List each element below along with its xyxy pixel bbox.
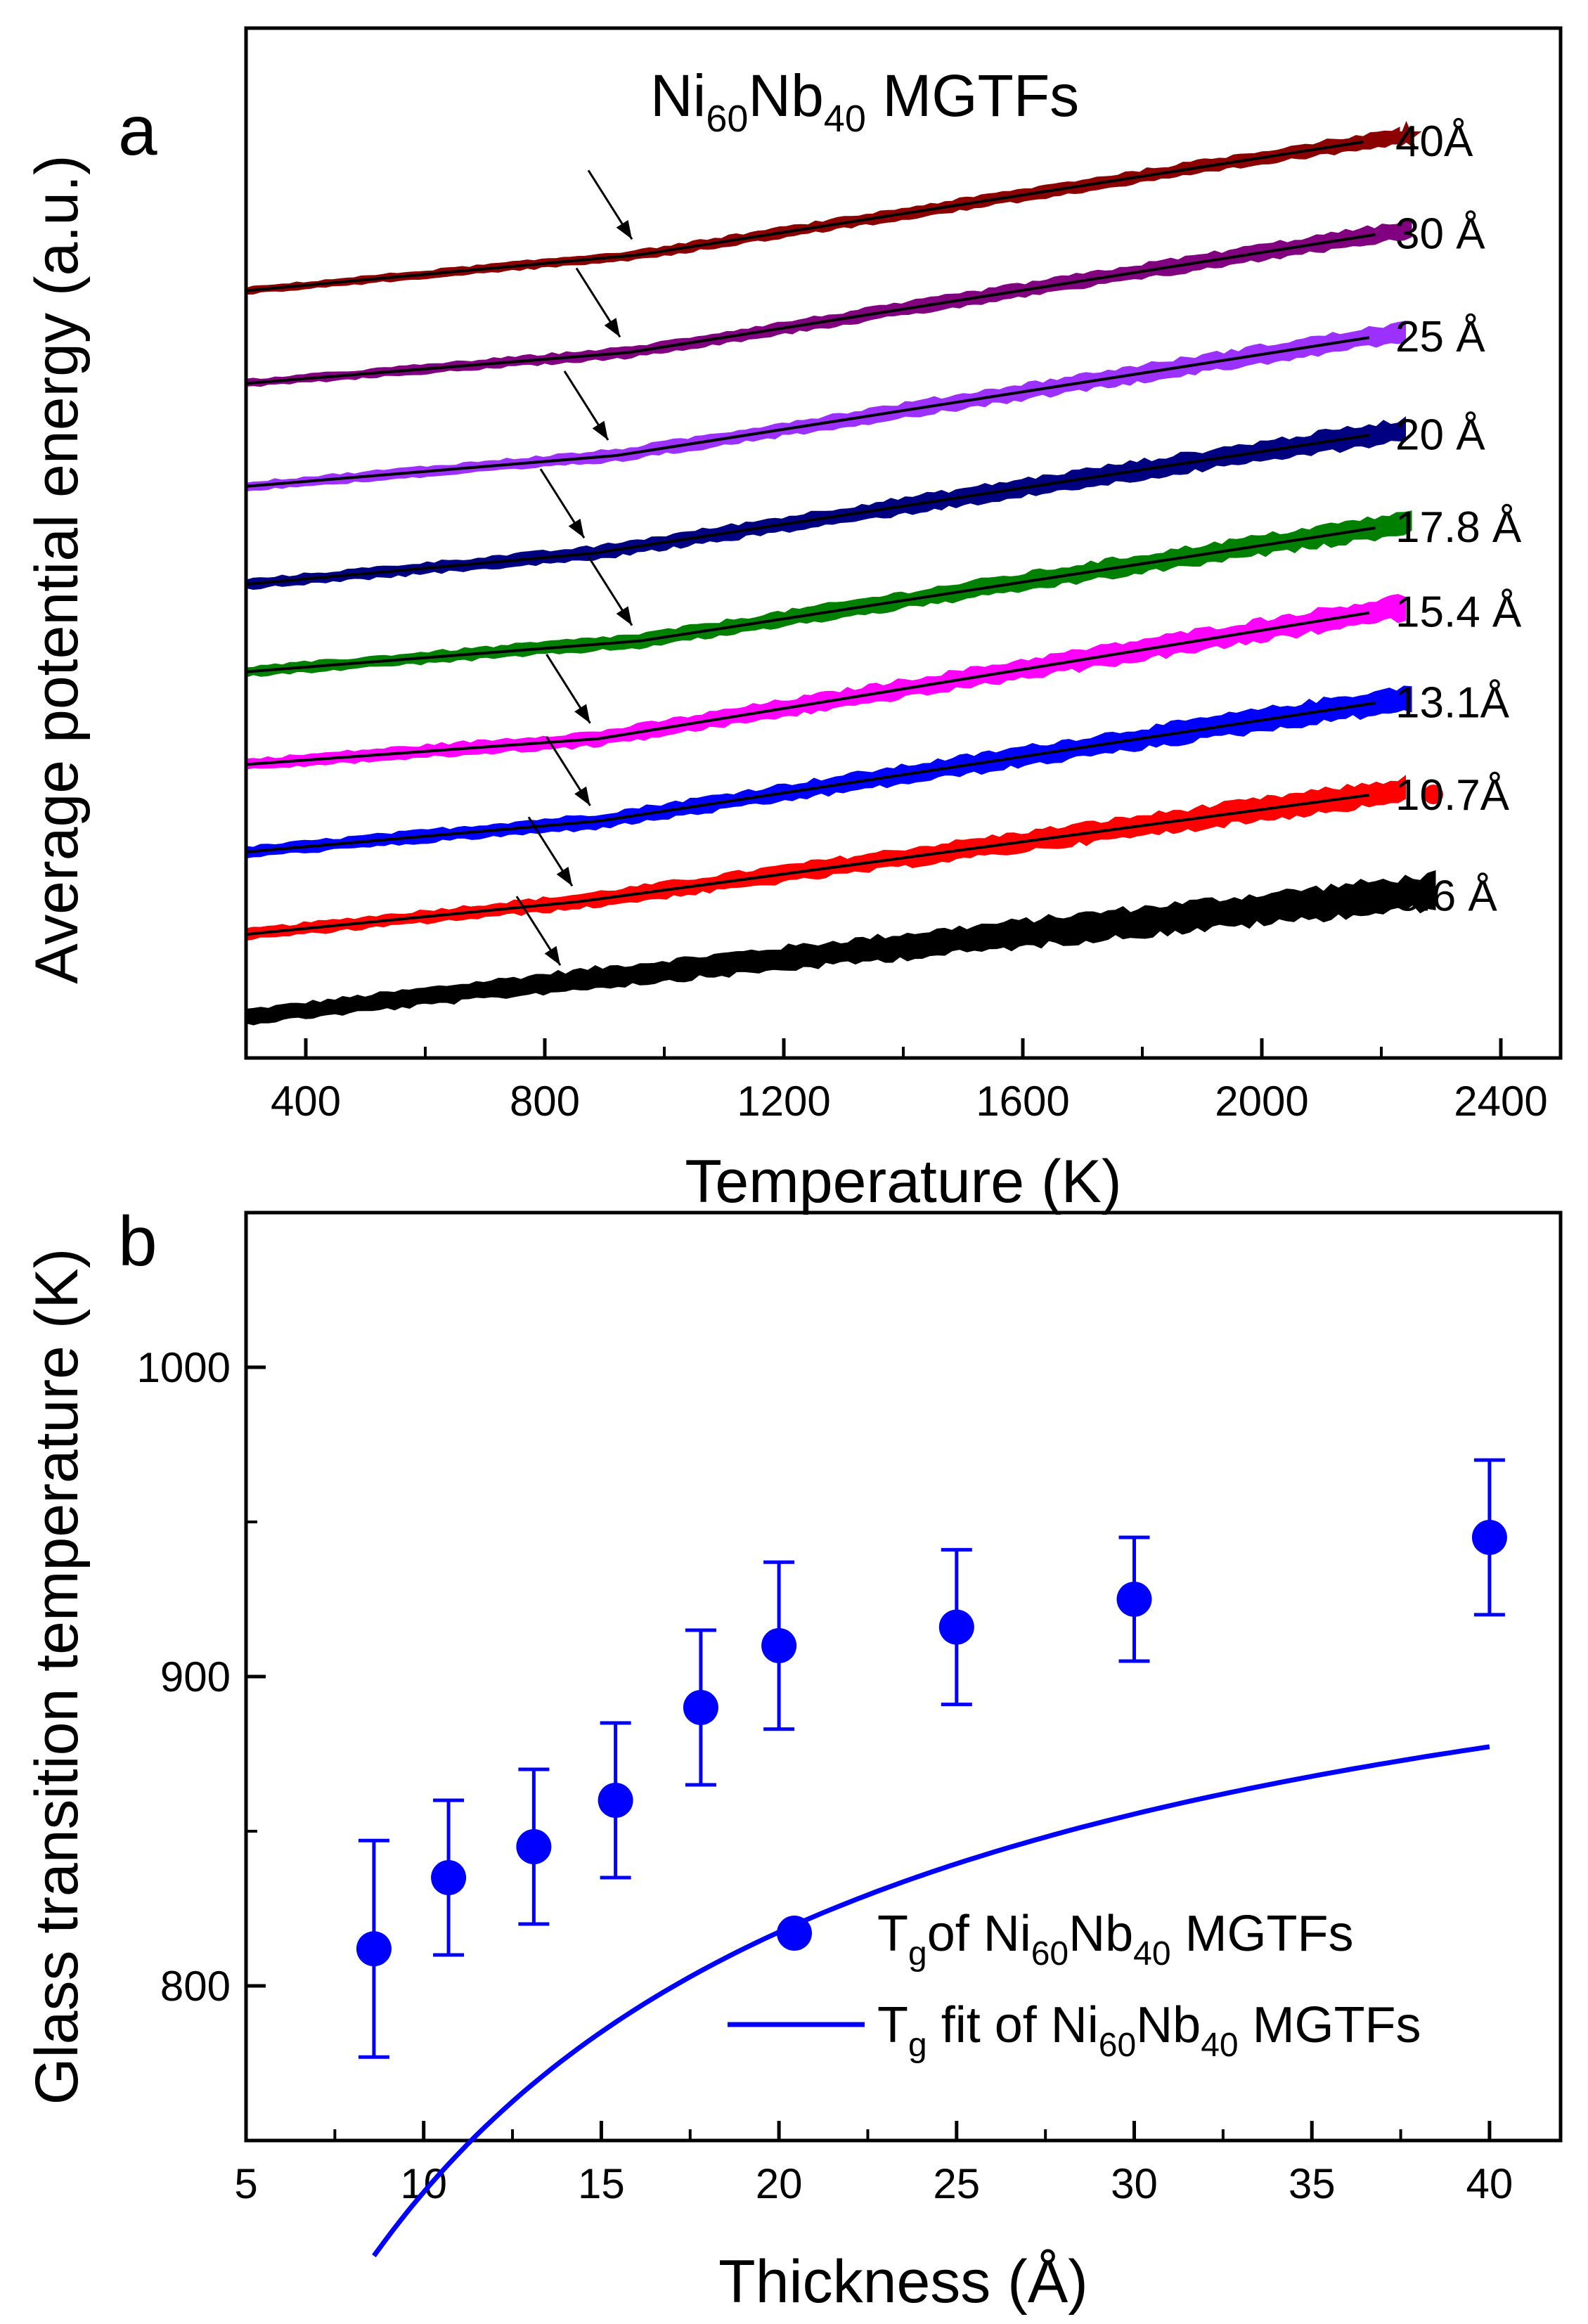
- series-label-15-4: 15.4 Å: [1395, 588, 1522, 636]
- panel-a-label: a: [118, 91, 157, 170]
- b-x-tick-label-35: 35: [1289, 2160, 1336, 2207]
- series-fit-line-15-4: [245, 611, 1370, 766]
- panel-b-fit-curve: [372, 1744, 1490, 2258]
- panel-a-title: Ni60Nb40 MGTFs: [650, 63, 1079, 140]
- series-fit-line-40: [245, 140, 1364, 292]
- legend-entry-points: Tgof Ni60Nb40 MGTFs: [877, 1906, 1354, 1973]
- b-x-tick-label-10: 10: [400, 2160, 447, 2207]
- x-tick-label-2400: 2400: [1454, 1078, 1547, 1125]
- series-band-25: [245, 321, 1406, 492]
- panel-a-tg-arrows-group: [515, 169, 633, 966]
- panel-b-legend: Tgof Ni60Nb40 MGTFs Tg fit of Ni60Nb40 M…: [728, 1906, 1421, 2064]
- series-label-13-1: 13.1Å: [1395, 678, 1510, 727]
- data-point-10-7: [431, 1860, 467, 1895]
- series-label-10-7: 10.7Å: [1395, 771, 1510, 820]
- data-point-30: [1116, 1582, 1152, 1617]
- panel-b-y-axis-title: Glass transition temperature (K): [23, 1248, 91, 2105]
- tg-arrowhead-8-6: [544, 945, 560, 966]
- b-x-tick-label-30: 30: [1111, 2160, 1158, 2207]
- panel-a-x-axis-title: Temperature (K): [685, 1148, 1121, 1215]
- b-x-tick-label-20: 20: [756, 2160, 803, 2207]
- b-y-tick-label-1000: 1000: [137, 1344, 231, 1391]
- series-fit-line-30: [245, 233, 1376, 385]
- data-point-8-6: [356, 1931, 392, 1967]
- legend-marker-circle: [777, 1916, 812, 1951]
- b-x-tick-label-15: 15: [578, 2160, 625, 2207]
- series-fit-line-8-6: [245, 893, 1400, 1019]
- series-label-20: 20 Å: [1395, 411, 1485, 459]
- panel-a: a Ni60Nb40 MGTFs 8.6 Å 10.7Å 13.1Å 15.4 Å 17…: [23, 26, 1563, 1215]
- series-end-marker-40: [1390, 120, 1422, 150]
- series-fit-line-20: [245, 434, 1370, 586]
- series-fit-line-10-7: [245, 793, 1370, 936]
- series-end-marker-10-7: [1424, 785, 1443, 805]
- panel-b-label: b: [118, 1202, 157, 1281]
- b-x-tick-label-25: 25: [933, 2160, 980, 2207]
- series-label-25: 25 Å: [1395, 313, 1485, 361]
- data-point-25: [938, 1609, 974, 1645]
- b-x-tick-label-5: 5: [234, 2160, 257, 2207]
- panel-a-fit-lines-group: [245, 140, 1400, 1019]
- legend-entry-fit: Tg fit of Ni60Nb40 MGTFs: [877, 1997, 1421, 2064]
- data-point-13-1: [516, 1829, 552, 1864]
- series-fit-line-17-8: [245, 527, 1376, 673]
- panel-a-series-group: [245, 120, 1443, 1026]
- x-tick-label-400: 400: [271, 1078, 341, 1125]
- data-point-17-8: [683, 1690, 718, 1725]
- series-fit-line-13-1: [245, 702, 1376, 853]
- tg-arrowhead-13-1: [574, 786, 590, 806]
- panel-b-axis-ticks: 5 10 15 20 25 30 35 40 800 900 1000: [137, 1344, 1513, 2207]
- x-tick-label-1600: 1600: [976, 1078, 1069, 1125]
- series-label-40: 40Å: [1395, 117, 1473, 166]
- panel-b-error-bars-group: [358, 1458, 1505, 2059]
- tg-arrowhead-20: [568, 518, 584, 538]
- b-y-tick-label-900: 900: [160, 1653, 231, 1700]
- series-band-8-6: [245, 870, 1436, 1026]
- tg-arrowhead-40: [616, 219, 632, 240]
- series-band-17-8: [245, 510, 1412, 678]
- tg-arrowhead-25: [592, 420, 608, 440]
- b-x-tick-label-40: 40: [1466, 2160, 1513, 2207]
- tg-arrowhead-17-8: [616, 606, 632, 626]
- data-point-15-4: [598, 1783, 633, 1818]
- tg-arrowhead-30: [604, 318, 620, 337]
- series-band-30: [245, 219, 1412, 387]
- series-band-15-4: [245, 593, 1406, 770]
- b-y-tick-label-800: 800: [160, 1963, 231, 2010]
- series-label-8-6: 8.6 Å: [1395, 872, 1497, 921]
- tg-arrowhead-15-4: [574, 704, 590, 723]
- x-tick-label-1200: 1200: [737, 1078, 830, 1125]
- panel-b-x-axis-title: Thickness (Å): [718, 2248, 1088, 2316]
- panel-a-y-axis-title: Average potential energy (a.u.): [23, 155, 91, 983]
- panel-b: b 5 10 15 20 25 30 35 40 800 900 1000 Tgof Ni60Nb4…: [23, 1202, 1563, 2316]
- data-point-40: [1471, 1520, 1507, 1555]
- x-tick-label-800: 800: [510, 1078, 580, 1125]
- panel-a-x-ticks: 400 800 1200 1600 2000 2400: [271, 1038, 1548, 1125]
- series-band-20: [245, 416, 1406, 590]
- data-point-20: [761, 1628, 797, 1663]
- series-label-17-8: 17.8 Å: [1395, 503, 1522, 552]
- x-tick-label-2000: 2000: [1215, 1078, 1308, 1125]
- series-band-40: [245, 127, 1400, 295]
- series-fit-line-25: [245, 336, 1370, 488]
- tg-arrowhead-10-7: [556, 867, 572, 886]
- panel-a-series-labels-group: 8.6 Å 10.7Å 13.1Å 15.4 Å 17.8 Å 20 Å 25 Å 30 Å 4…: [1395, 117, 1522, 921]
- series-band-13-1: [245, 685, 1412, 859]
- series-label-30: 30 Å: [1395, 210, 1485, 259]
- panel-b-points-group: [356, 1520, 1507, 1967]
